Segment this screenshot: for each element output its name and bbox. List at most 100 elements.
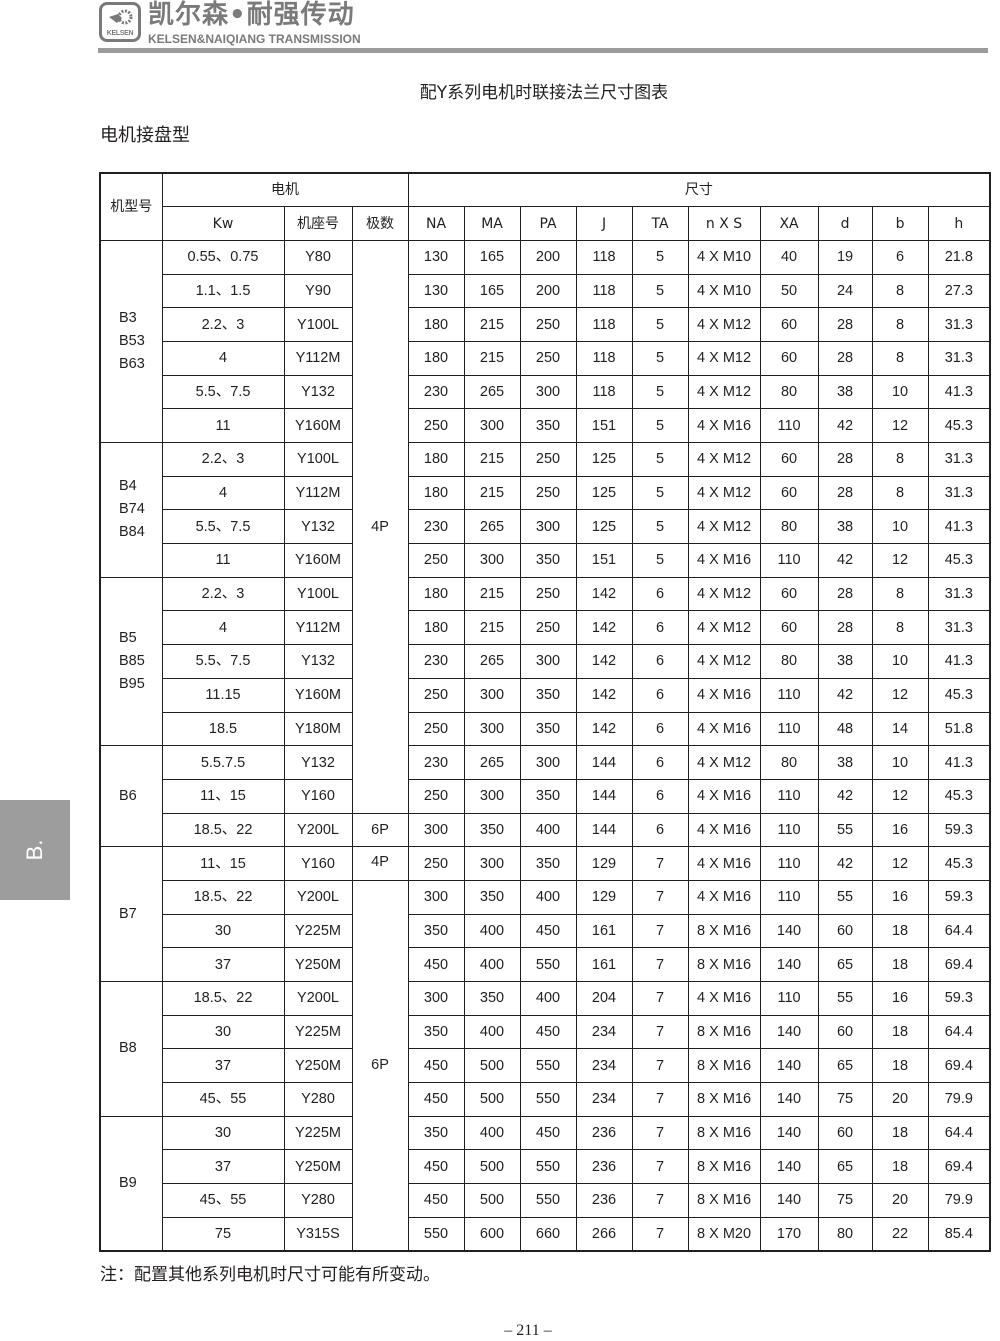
model-label: B4 [119, 478, 137, 495]
table-cell: 110 [759, 543, 819, 578]
table-row: B6 5.5.7.5 Y132 230 265 300 144 6 4 X M12 80 38 10 4… [99, 745, 991, 848]
table-cell: 450 [519, 1115, 577, 1151]
table-cell: 125 [575, 509, 633, 545]
table-cell: 118 [575, 273, 633, 309]
table-cell: 110 [759, 846, 819, 881]
table-cell: 110 [759, 778, 819, 814]
table-cell: Y160 [283, 846, 353, 881]
table-cell: 5 [631, 509, 689, 545]
table-cell: 38 [817, 644, 873, 679]
table-cell: 5 [631, 475, 689, 511]
model-label: B53 [119, 332, 145, 349]
column-header: b [871, 206, 929, 241]
table-cell: 55 [817, 812, 873, 848]
table-cell: 4 X M10 [687, 239, 761, 275]
table-cell: 140 [759, 1014, 819, 1050]
table-row: 5.5、7.5 Y132 230 265 300 142 6 4 X M12 80 38 10 41.… [100, 644, 991, 679]
table-cell: 4 X M16 [687, 778, 761, 814]
table-cell: 170 [759, 1216, 819, 1252]
table-cell: 8 X M16 [687, 947, 761, 982]
model-cell: B3 B53 B63 [99, 239, 163, 444]
table-cell: 300 [407, 812, 465, 848]
table-cell: 110 [759, 711, 819, 747]
table-cell: 4 X M12 [687, 374, 761, 410]
table-cell: 11 [161, 408, 285, 443]
table-row: 37 Y250M 450 400 550 161 7 8 X M16 140 65 18 69.4 [100, 947, 991, 982]
table-cell: 60 [759, 442, 819, 477]
table-cell: 266 [575, 1216, 633, 1252]
table-cell: 69.4 [927, 1048, 991, 1084]
table-cell: 230 [407, 644, 465, 679]
table-cell: 234 [575, 1014, 633, 1050]
table-cell: 2.2、3 [161, 576, 285, 612]
table-cell: 55 [817, 879, 873, 915]
table-cell: 6 [631, 644, 689, 679]
table-cell: 4 X M12 [687, 442, 761, 477]
table-cell: 350 [407, 1115, 465, 1151]
table-cell: 6 [631, 711, 689, 747]
table-cell: 250 [519, 340, 577, 376]
model-label: B3 [119, 309, 137, 326]
table-cell: 41.3 [927, 374, 991, 410]
table-cell: 37 [161, 947, 285, 982]
model-label: B84 [119, 524, 145, 541]
table-cell: 550 [519, 947, 577, 982]
table-cell: 59.3 [927, 879, 991, 915]
table-cell: 8 [871, 475, 929, 511]
table-cell: 180 [407, 442, 465, 477]
table-row: 11、15 Y160 250 300 350 144 6 4 X M16 110 42 12 45.3 [100, 778, 991, 814]
table-cell: 12 [871, 846, 929, 881]
table-row: B3 B53 B63 0.55、0.75 Y80 4P 130 165 200 118 5 4 X M… [99, 239, 991, 814]
table-cell: 8 [871, 307, 929, 342]
table-cell: 450 [407, 1183, 465, 1218]
model-label: B9 [119, 1174, 137, 1191]
table-row: 4 Y112M 180 215 250 118 5 4 X M12 60 28 8 31.3 [100, 340, 991, 376]
table-cell: Y180M [283, 711, 353, 747]
column-header: 机座号 [283, 206, 353, 241]
table-cell: 60 [759, 307, 819, 342]
table-row: 45、55 Y280 450 500 550 236 7 8 X M16 140 75 20 79.9 [100, 1183, 991, 1218]
table-cell: 18 [871, 913, 929, 949]
table-cell: 42 [817, 778, 873, 814]
column-header: NA [407, 206, 465, 241]
table-cell: 5.5.7.5 [161, 745, 285, 780]
table-row: 11.15 Y160M 250 300 350 142 6 4 X M16 110 42 12 45.… [100, 677, 991, 713]
table-cell: Y160M [283, 408, 353, 443]
table-cell: 6 [631, 745, 689, 780]
table-cell: 130 [407, 273, 465, 309]
table-cell: 180 [407, 307, 465, 342]
table-cell: 8 X M20 [687, 1216, 761, 1252]
table-cell: 8 [871, 340, 929, 376]
table-cell: 140 [759, 913, 819, 949]
table-cell: 600 [463, 1216, 521, 1252]
table-cell: 31.3 [927, 610, 991, 646]
table-cell: 41.3 [927, 745, 991, 780]
table-cell: 7 [631, 981, 689, 1016]
table-cell: 75 [817, 1082, 873, 1117]
table-cell: 5.5、7.5 [161, 509, 285, 545]
column-header: n X S [687, 206, 761, 241]
model-label: B8 [119, 1040, 137, 1057]
table-cell: 4 X M12 [687, 307, 761, 342]
table-cell: 6 [631, 576, 689, 612]
model-cell: B8 [99, 981, 163, 1117]
table-cell: 4 X M16 [687, 879, 761, 915]
table-cell: 42 [817, 677, 873, 713]
table-cell: 48 [817, 711, 873, 747]
table-cell: 30 [161, 1115, 285, 1151]
table-cell: 400 [519, 879, 577, 915]
table-cell: Y315S [283, 1216, 353, 1252]
table-cell: Y100L [283, 307, 353, 342]
table-cell: Y160M [283, 543, 353, 578]
table-cell: 265 [463, 644, 521, 679]
column-header: Kw [161, 206, 285, 241]
table-cell: 4 X M16 [687, 677, 761, 713]
table-cell: 118 [575, 239, 633, 275]
table-cell: 12 [871, 778, 929, 814]
table-cell: 142 [575, 677, 633, 713]
table-cell: 350 [519, 677, 577, 713]
table-cell: 230 [407, 509, 465, 545]
table-cell: 42 [817, 846, 873, 881]
table-cell: 0.55、0.75 [161, 239, 285, 275]
table-cell: 400 [463, 1014, 521, 1050]
